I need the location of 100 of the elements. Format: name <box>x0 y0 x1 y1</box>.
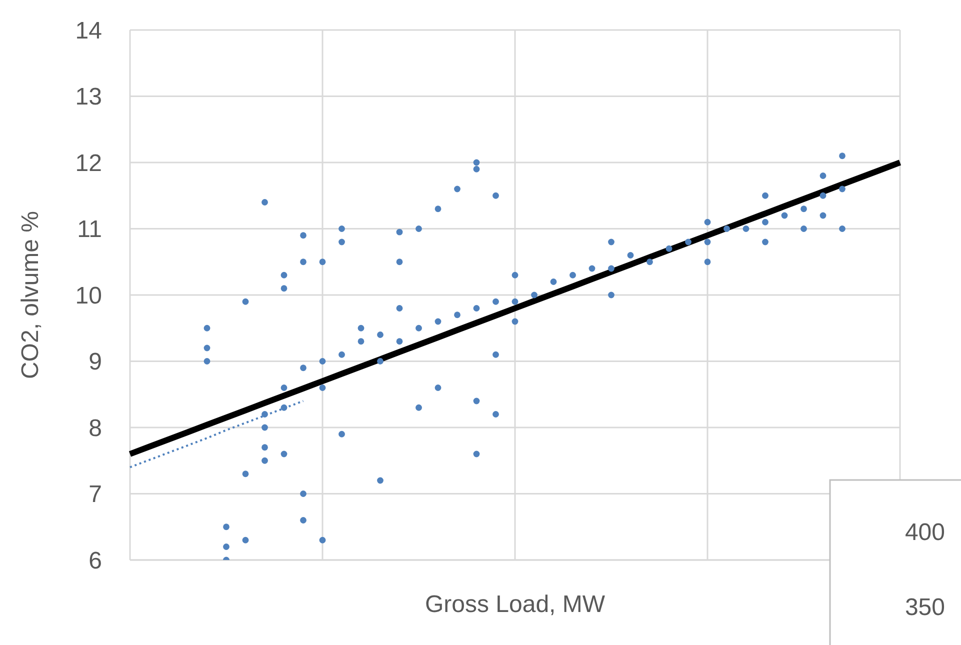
point <box>300 517 306 524</box>
point <box>338 430 345 438</box>
point <box>454 186 460 192</box>
point <box>300 258 306 266</box>
point <box>300 232 306 239</box>
point <box>396 258 403 266</box>
point <box>434 318 442 325</box>
point <box>338 351 345 358</box>
line-series <box>129 400 304 468</box>
point <box>396 228 403 236</box>
point <box>724 226 730 232</box>
point <box>262 457 268 464</box>
point <box>223 524 230 530</box>
point <box>262 424 268 431</box>
point <box>550 278 557 285</box>
point <box>492 298 499 305</box>
point <box>204 324 210 332</box>
point <box>416 404 422 411</box>
point <box>742 226 750 232</box>
point <box>531 292 538 298</box>
point <box>512 272 518 278</box>
point <box>300 364 306 372</box>
point <box>762 238 768 246</box>
x-axis-title: Gross Load, MW <box>424 591 606 618</box>
point <box>223 544 230 550</box>
point <box>204 358 210 364</box>
point <box>319 384 326 391</box>
point <box>820 172 826 179</box>
point <box>338 238 345 246</box>
point <box>608 238 614 246</box>
point <box>319 258 326 266</box>
point <box>377 358 384 364</box>
point <box>820 212 826 219</box>
point <box>434 384 442 391</box>
point <box>396 305 403 312</box>
point <box>358 338 364 345</box>
y-tick-label: 12 <box>75 150 102 177</box>
point <box>377 477 384 484</box>
point <box>627 252 634 258</box>
point <box>492 411 499 418</box>
point <box>338 226 345 232</box>
point <box>396 338 403 345</box>
point <box>473 398 480 404</box>
point <box>473 166 480 172</box>
y-tick-label: 11 <box>77 216 102 244</box>
point <box>762 218 768 226</box>
point <box>570 272 576 278</box>
point <box>242 470 249 478</box>
point <box>204 344 210 352</box>
y-tick-label: 13 <box>75 84 102 111</box>
point <box>704 258 711 266</box>
point <box>262 444 268 451</box>
point <box>800 226 807 232</box>
point <box>839 186 846 192</box>
point <box>473 159 480 166</box>
point <box>416 226 422 232</box>
point <box>839 152 846 160</box>
y-tick-label: 10 <box>75 282 102 310</box>
point <box>454 312 460 318</box>
point <box>280 272 288 278</box>
y-tick-label: 8 <box>88 414 102 442</box>
point <box>262 199 268 206</box>
text: 400 <box>904 519 945 546</box>
text: 350 <box>904 594 945 621</box>
point <box>608 265 614 272</box>
point <box>280 285 288 292</box>
point <box>588 265 596 272</box>
point <box>262 411 268 418</box>
point <box>280 450 288 458</box>
point <box>319 358 326 364</box>
point <box>685 238 692 246</box>
y-axis-title: CO2, olvume % <box>17 210 44 380</box>
point <box>300 490 306 497</box>
point <box>762 192 768 199</box>
point <box>358 324 364 332</box>
y-tick-label: 14 <box>75 17 102 44</box>
point <box>377 332 384 338</box>
y-tick-label: 6 <box>88 547 102 574</box>
point <box>666 245 672 252</box>
point <box>800 206 807 212</box>
point <box>492 192 499 199</box>
point <box>492 351 499 358</box>
point <box>280 404 288 411</box>
point <box>242 298 249 305</box>
point <box>704 218 711 226</box>
point <box>512 298 518 305</box>
point <box>512 318 518 325</box>
point <box>416 324 422 332</box>
y-tick-label: 7 <box>88 481 102 508</box>
point <box>319 536 326 544</box>
y-tick-label: 9 <box>88 348 102 376</box>
point <box>434 206 442 212</box>
point <box>608 292 614 298</box>
point <box>473 305 480 312</box>
point <box>473 450 480 458</box>
point <box>839 226 846 232</box>
point <box>242 536 249 544</box>
point <box>820 192 826 199</box>
point <box>781 212 788 219</box>
point <box>280 384 288 391</box>
